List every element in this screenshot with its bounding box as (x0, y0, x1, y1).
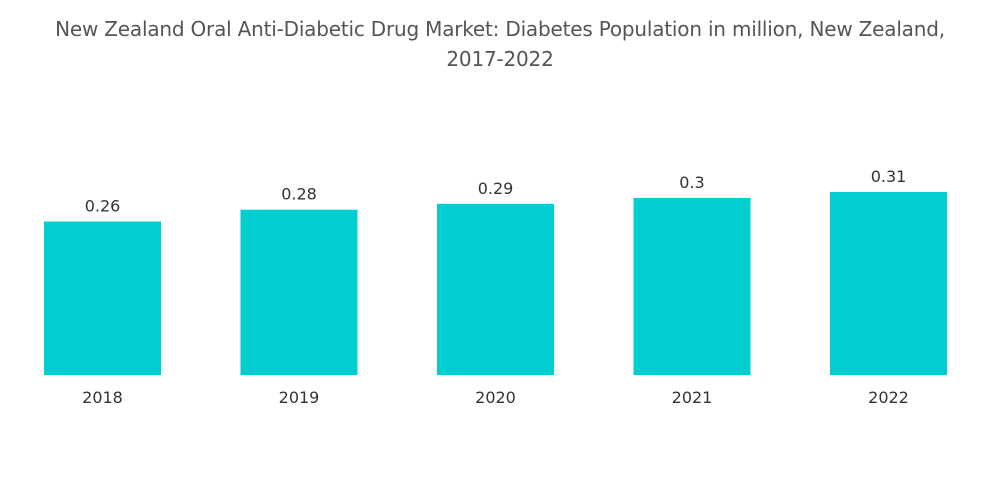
chart-title: New Zealand Oral Anti-Diabetic Drug Mark… (55, 17, 945, 71)
data-label-2018: 0.26 (85, 197, 121, 216)
bar-2019 (240, 209, 358, 375)
bar-2022 (830, 192, 947, 375)
data-label-2022: 0.31 (871, 167, 907, 186)
bar-2021 (633, 197, 751, 375)
bar-2020 (437, 203, 554, 375)
bars-group (44, 192, 947, 375)
x-tick-label-2021: 2021 (672, 388, 713, 407)
x-tick-label-2018: 2018 (82, 388, 123, 407)
x-tick-label-2020: 2020 (475, 388, 516, 407)
x-tick-labels-group: 2018 2019 2020 2021 2022 (82, 388, 909, 407)
data-label-2020: 0.29 (478, 179, 514, 198)
data-labels-group: 0.26 0.28 0.29 0.3 0.31 (85, 167, 907, 216)
bar-2018 (44, 221, 161, 375)
data-label-2021: 0.3 (679, 173, 704, 192)
x-tick-label-2019: 2019 (279, 388, 320, 407)
data-label-2019: 0.28 (281, 185, 317, 204)
x-tick-label-2022: 2022 (868, 388, 909, 407)
